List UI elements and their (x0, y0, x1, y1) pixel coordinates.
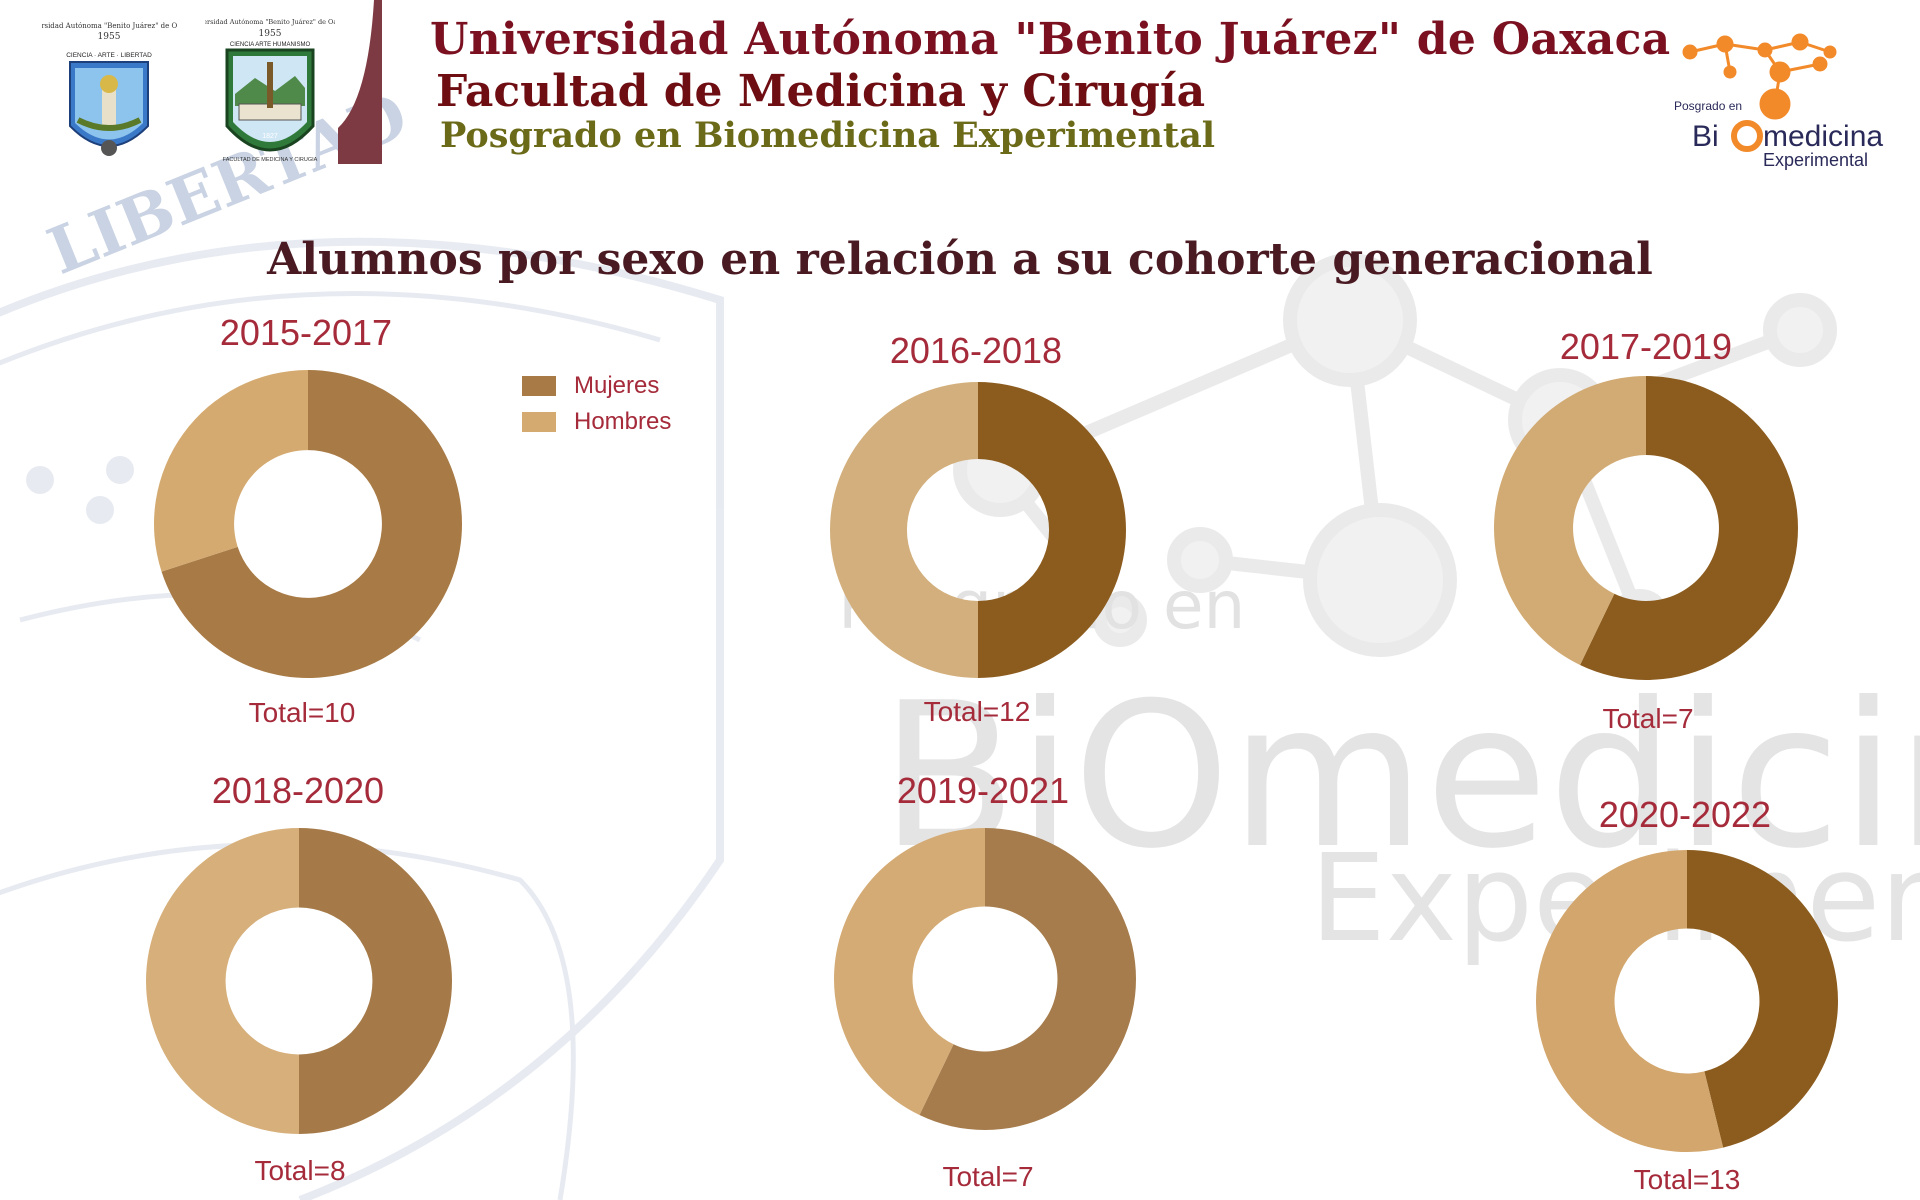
donut-chart-2020-2022 (1536, 850, 1838, 1152)
donut-chart-2017-2019 (1494, 376, 1798, 680)
total-label-2019-2021: Total=7 (942, 1161, 1034, 1192)
maroon-band (338, 0, 382, 164)
donut-chart-2019-2021 (834, 828, 1136, 1130)
total-label-2015-2017: Total=10 (248, 697, 356, 728)
period-label-2016-2018: 2016-2018 (889, 330, 1063, 371)
legend-label-mujeres: Mujeres (574, 372, 660, 399)
seal-right-faculty: FACULTAD DE MEDICINA Y CIRUGIA (223, 157, 318, 163)
period-label-2015-2017: 2015-2017 (219, 312, 393, 353)
slice-mujeres-2019-2021 (919, 828, 1136, 1130)
period-label-2018-2020: 2018-2020 (211, 770, 385, 811)
bio-logo-line3: Experimental (1763, 150, 1868, 170)
slice-mujeres-2015-2017 (161, 370, 462, 678)
seal-left-year: 1955 (98, 32, 121, 42)
slice-mujeres-2017-2019 (1580, 376, 1798, 680)
total-label-2017-2019: Total=7 (1602, 703, 1694, 734)
faculty-seal: Universidad Autónoma "Benito Juárez" de … (205, 18, 335, 163)
total-label-2020-2022: Total=13 (1633, 1164, 1741, 1195)
university-seal-left: Universidad Autónoma "Benito Juárez" de … (42, 22, 177, 156)
seal-left-motto: CIENCIA · ARTE · LIBERTAD (66, 52, 152, 59)
slice-hombres-2020-2022 (1536, 850, 1724, 1152)
seal-right-motto: CIENCIA ARTE HUMANISMO (230, 42, 311, 48)
total-label-2016-2018: Total=12 (923, 696, 1031, 727)
legend-swatch-mujeres (522, 376, 556, 396)
legend-swatch-hombres (522, 412, 556, 432)
program-name: Posgrado en Biomedicina Experimental (440, 115, 1216, 156)
slice-mujeres-2020-2022 (1687, 850, 1838, 1148)
chart-title: Alumnos por sexo en relación a su cohort… (267, 234, 1653, 285)
slice-hombres-2017-2019 (1494, 376, 1646, 665)
period-label-2020-2022: 2020-2022 (1598, 794, 1772, 835)
donut-chart-2016-2018 (830, 382, 1126, 678)
seal-right-year2: 1827 (262, 133, 278, 140)
chart-legend: Mujeres Hombres (522, 368, 671, 440)
legend-item-hombres: Hombres (522, 404, 671, 440)
legend-label-hombres: Hombres (574, 408, 672, 435)
period-label-2019-2021: 2019-2021 (896, 770, 1070, 811)
university-name: Universidad Autónoma "Benito Juárez" de … (430, 14, 1671, 65)
bio-logo-o (1731, 120, 1763, 152)
slice-mujeres-2018-2020 (299, 828, 452, 1134)
bio-logo-line2a: Bi (1692, 120, 1719, 153)
slice-hombres-2016-2018 (830, 382, 978, 678)
slice-hombres-2019-2021 (834, 828, 985, 1116)
seal-right-year: 1955 (259, 29, 282, 39)
legend-item-mujeres: Mujeres (522, 368, 671, 404)
donut-chart-2018-2020 (146, 828, 452, 1134)
seal-left-name: Universidad Autónoma "Benito Juárez" de … (42, 22, 177, 30)
period-label-2017-2019: 2017-2019 (1559, 326, 1733, 367)
donut-chart-2015-2017 (153, 370, 462, 678)
seal-right-name: Universidad Autónoma "Benito Juárez" de … (205, 18, 335, 26)
total-label-2018-2020: Total=8 (254, 1155, 346, 1186)
slice-hombres-2018-2020 (146, 828, 299, 1134)
faculty-name: Facultad de Medicina y Cirugía (436, 66, 1206, 117)
slice-mujeres-2016-2018 (978, 382, 1126, 678)
bio-logo-line2b: medicina (1763, 120, 1883, 153)
biomedicina-logo: Posgrado en Bi medicina Experimental (1674, 33, 1883, 170)
slice-hombres-2015-2017 (153, 370, 308, 572)
bio-logo-line1: Posgrado en (1674, 99, 1742, 113)
